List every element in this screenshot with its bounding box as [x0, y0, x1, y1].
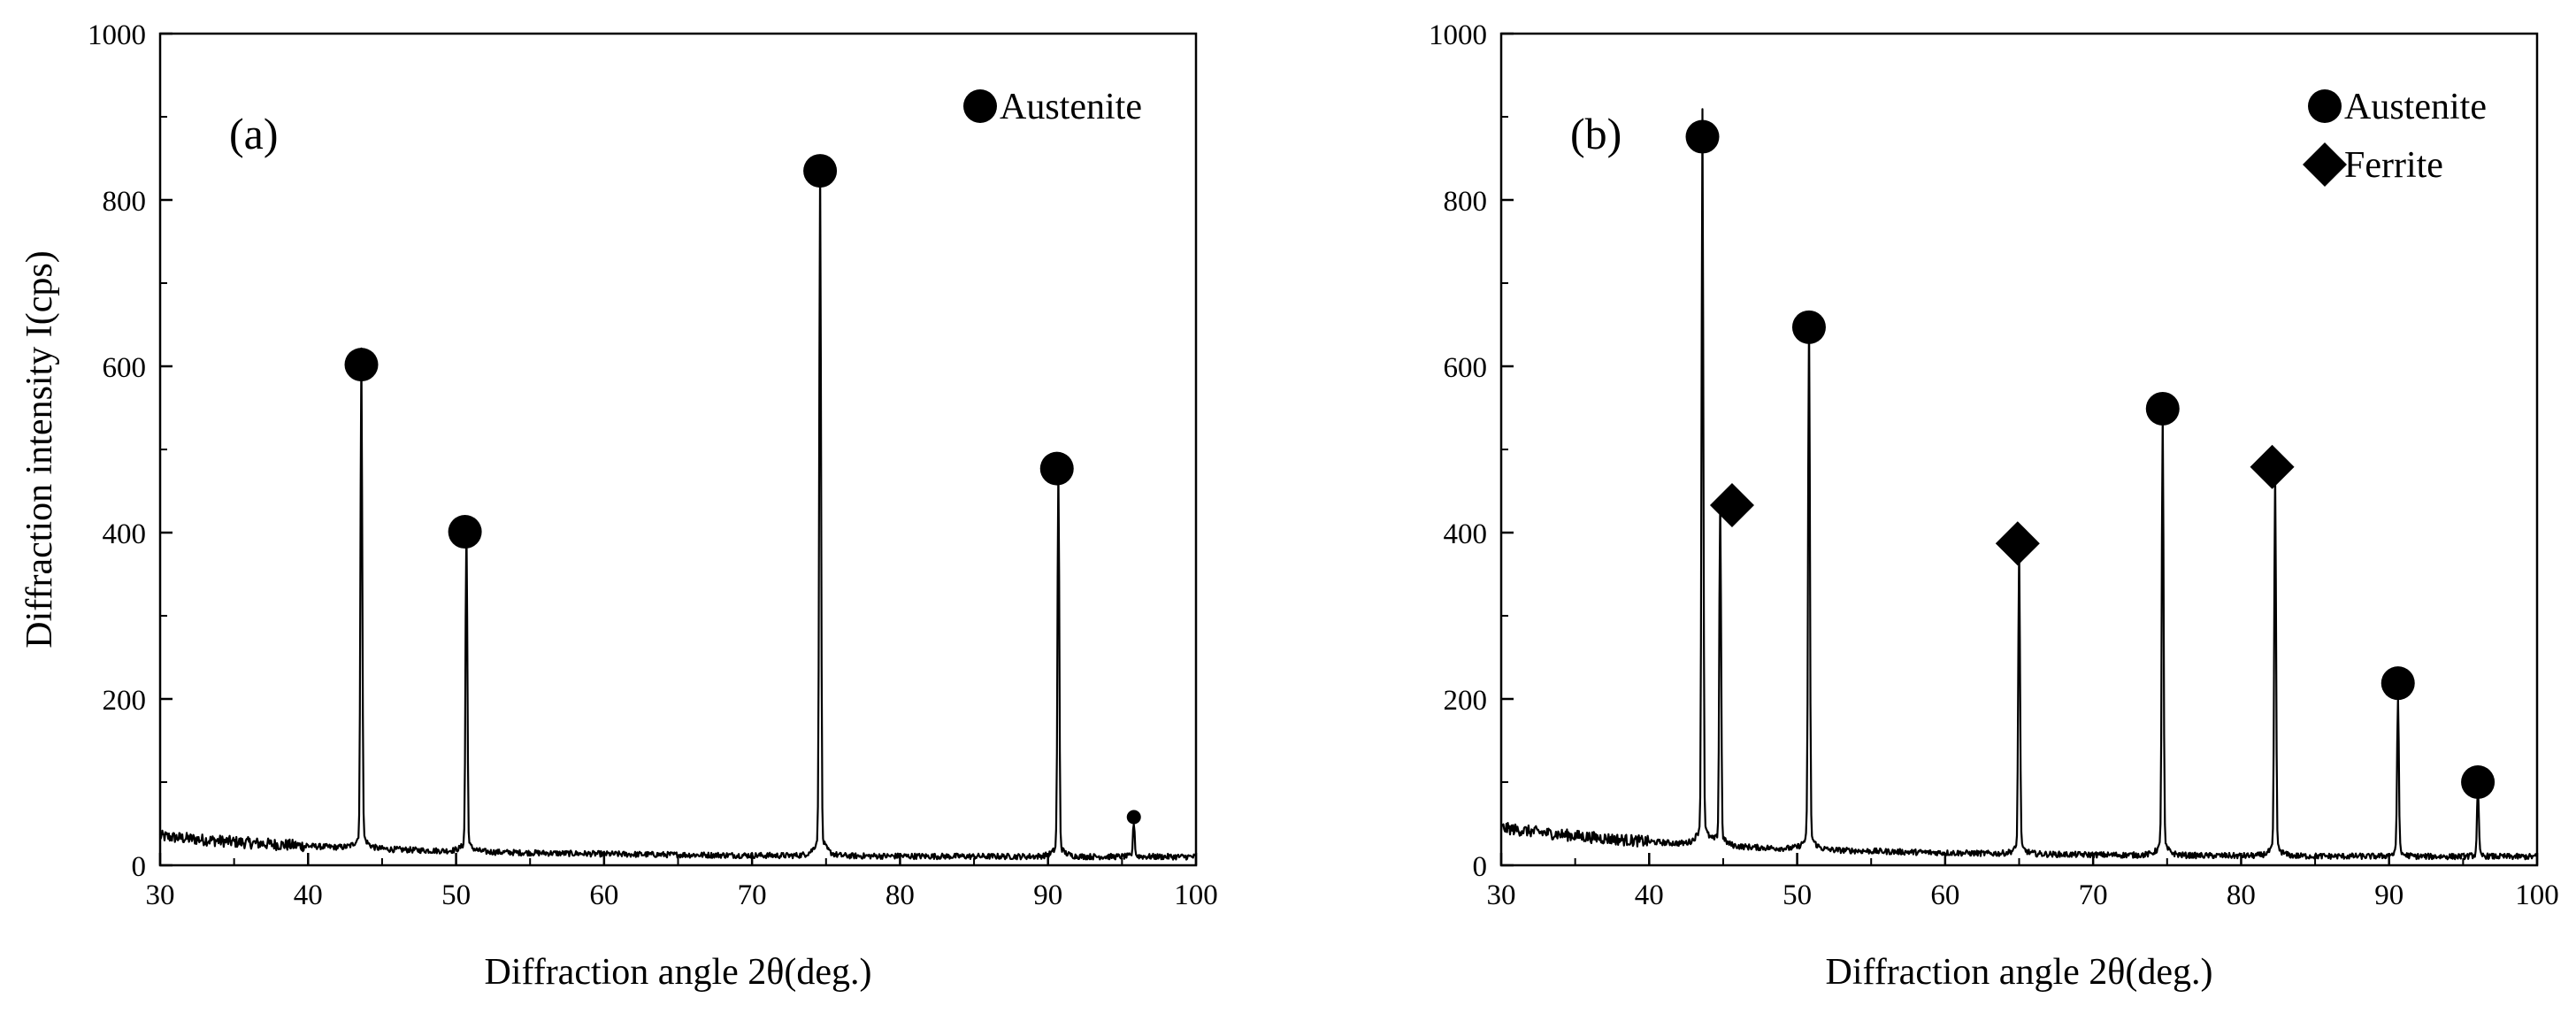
- y-tick-label: 1000: [1429, 19, 1487, 51]
- x-axis-title: Diffraction angle 2θ(deg.): [1825, 952, 2212, 993]
- x-tick-label: 90: [2374, 879, 2404, 911]
- panel-label: (b): [1570, 109, 1622, 158]
- x-tick-label: 100: [2515, 879, 2559, 911]
- diffraction-curve: [1499, 108, 2538, 861]
- x-tick-label: 70: [738, 879, 767, 911]
- x-tick-label: 30: [146, 879, 175, 911]
- x-tick-label: 80: [2227, 879, 2256, 911]
- x-tick-label: 60: [1930, 879, 1959, 911]
- austenite-peak-marker: [803, 154, 838, 188]
- x-tick-label: 50: [441, 879, 471, 911]
- austenite-peak-marker: [1039, 451, 1074, 486]
- x-tick-label: 100: [1174, 879, 1218, 911]
- panel-label: (a): [229, 109, 279, 158]
- legend-label: Austenite: [2344, 87, 2487, 127]
- legend-austenite-icon: [2308, 89, 2342, 123]
- y-tick-label: 400: [103, 518, 147, 550]
- diffraction-curve: [158, 161, 1197, 861]
- ferrite-peak-marker: [2250, 444, 2295, 489]
- y-tick-label: 0: [132, 851, 147, 883]
- x-tick-label: 30: [1487, 879, 1516, 911]
- x-tick-label: 60: [589, 879, 618, 911]
- x-axis-title: Diffraction angle 2θ(deg.): [484, 952, 871, 993]
- austenite-peak-marker: [448, 515, 482, 549]
- y-axis-title: Diffraction intensity I(cps): [19, 250, 60, 648]
- legend-austenite-icon: [963, 89, 997, 123]
- y-tick-label: 200: [1444, 685, 1488, 717]
- y-tick-label: 400: [1444, 518, 1488, 550]
- austenite-peak-marker: [2380, 666, 2415, 701]
- ferrite-peak-marker: [1995, 521, 2040, 566]
- x-tick-label: 90: [1033, 879, 1062, 911]
- chart-panel-b: 30 40 50 60 70 80 90 10002004006008001000Diffra…: [1429, 19, 2559, 993]
- austenite-peak-marker: [1685, 119, 1720, 154]
- x-tick-label: 50: [1782, 879, 1812, 911]
- x-tick-label: 40: [294, 879, 323, 911]
- y-tick-label: 1000: [88, 19, 146, 51]
- legend-label: Ferrite: [2344, 145, 2443, 186]
- austenite-peak-marker: [1126, 810, 1141, 825]
- y-tick-label: 200: [103, 685, 147, 717]
- x-tick-label: 70: [2079, 879, 2108, 911]
- x-tick-label: 40: [1635, 879, 1664, 911]
- plot-frame: [158, 32, 1198, 867]
- legend-label: Austenite: [1000, 87, 1142, 127]
- ferrite-peak-marker: [1709, 482, 1754, 527]
- y-tick-label: 600: [103, 352, 147, 384]
- y-tick-label: 800: [1444, 186, 1488, 218]
- chart-panel-a: 30 40 50 60 70 80 90 10002004006008001000Diffra…: [19, 19, 1218, 993]
- legend-ferrite-icon: [2303, 142, 2347, 187]
- austenite-peak-marker: [2145, 391, 2180, 426]
- austenite-peak-marker: [2461, 765, 2496, 799]
- x-tick-label: 80: [886, 879, 915, 911]
- y-tick-label: 800: [103, 186, 147, 218]
- austenite-peak-marker: [344, 348, 379, 382]
- y-tick-label: 600: [1444, 352, 1488, 384]
- austenite-peak-marker: [1791, 310, 1826, 344]
- y-tick-label: 0: [1473, 851, 1488, 883]
